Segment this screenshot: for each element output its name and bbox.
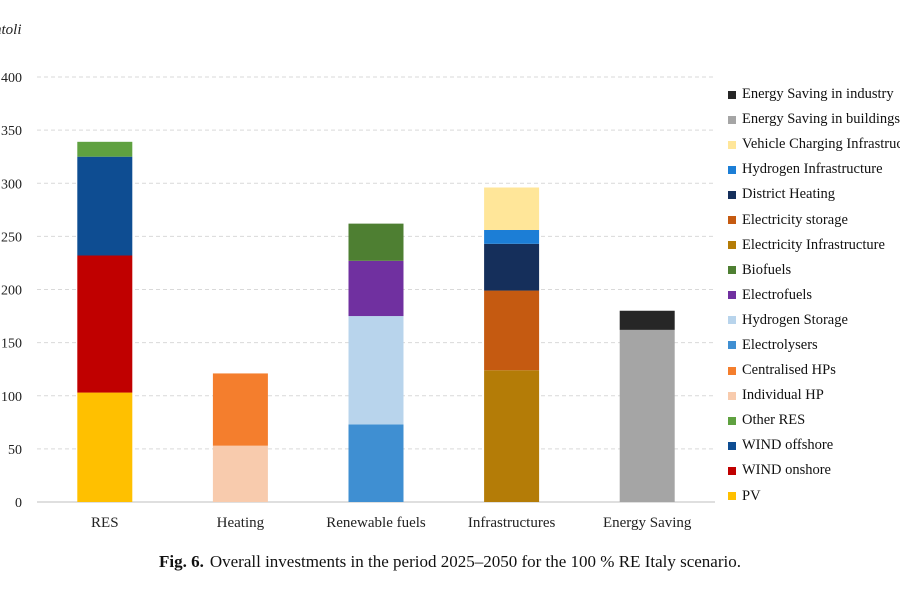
- legend-item: WIND onshore: [728, 458, 900, 483]
- legend-item: Electricity Infrastructure: [728, 233, 900, 258]
- y-axis-unit-label: ntoli: [0, 22, 22, 38]
- legend-swatch: [728, 216, 736, 225]
- legend-label: Energy Saving in buildings: [742, 111, 900, 128]
- legend-swatch: [728, 165, 736, 174]
- y-axis-ticks: 0 50 100 150 200 250 300 350 400: [1, 71, 22, 511]
- x-tick-label: Heating: [217, 515, 265, 531]
- y-tick-label: 50: [8, 443, 22, 458]
- legend-label: District Heating: [742, 186, 836, 203]
- bar-segment-other-res: [77, 141, 133, 157]
- bar-segment-district-heating: [484, 243, 540, 291]
- bar-segment-hydrogen-infrastructure: [484, 230, 540, 244]
- figure-caption: Fig. 6. Overall investments in the period…: [0, 552, 900, 572]
- legend-label: Electricity storage: [742, 211, 848, 228]
- y-tick-label: 400: [1, 71, 22, 86]
- legend-item: Hydrogen Storage: [728, 308, 900, 333]
- x-axis-ticks: RES Heating Renewable fuels Infrastructures…: [91, 515, 692, 531]
- legend-swatch: [728, 291, 736, 300]
- legend-label: Other RES: [742, 412, 806, 429]
- legend-item: Electricity storage: [728, 207, 900, 232]
- legend-swatch: [728, 115, 736, 124]
- legend-label: Electrolysers: [742, 336, 818, 353]
- legend-swatch: [728, 366, 736, 375]
- bar-segment-hydrogen-storage: [348, 316, 404, 425]
- legend-item: WIND offshore: [728, 433, 900, 458]
- y-tick-label: 100: [1, 390, 22, 405]
- y-tick-label: 250: [1, 230, 22, 245]
- y-tick-label: 350: [1, 124, 22, 139]
- legend-swatch: [728, 90, 736, 99]
- y-tick-label: 150: [1, 337, 22, 352]
- legend-item: Biofuels: [728, 258, 900, 283]
- legend-item: Energy Saving in buildings: [728, 107, 900, 132]
- bar-segment-electrofuels: [348, 260, 404, 317]
- x-tick-label: Infrastructures: [468, 515, 556, 531]
- bar-segment-centralised-hps: [212, 373, 268, 446]
- legend-item: Centralised HPs: [728, 358, 900, 383]
- legend-item: Electrofuels: [728, 283, 900, 308]
- bar-segment-electricity-storage: [484, 290, 540, 371]
- bar-segment-energy-saving-in-industry: [619, 310, 675, 330]
- legend-swatch: [728, 316, 736, 325]
- legend-label: WIND offshore: [742, 437, 834, 454]
- legend-label: Electrofuels: [742, 286, 813, 303]
- x-tick-label: Energy Saving: [603, 515, 692, 531]
- legend-label: Individual HP: [742, 387, 824, 404]
- legend-label: PV: [742, 487, 761, 504]
- legend-item: Vehicle Charging Infrastructure: [728, 132, 900, 157]
- y-tick-label: 0: [15, 496, 22, 511]
- bar-segment-biofuels: [348, 223, 404, 261]
- legend-label: Vehicle Charging Infrastructure: [742, 136, 900, 153]
- legend-swatch: [728, 441, 736, 450]
- bar-segment-vehicle-charging-infrastructure: [484, 187, 540, 230]
- legend-swatch: [728, 241, 736, 250]
- legend-swatch: [728, 391, 736, 400]
- legend: Energy Saving in industry Energy Saving i…: [728, 82, 900, 509]
- legend-item: Electrolysers: [728, 333, 900, 358]
- bar-segment-electricity-infrastructure: [484, 370, 540, 502]
- legend-item: Other RES: [728, 408, 900, 433]
- legend-item: PV: [728, 484, 900, 509]
- bar-segment-wind-onshore: [77, 255, 133, 393]
- legend-item: Energy Saving in industry: [728, 82, 900, 107]
- x-tick-label: RES: [91, 515, 119, 531]
- legend-label: Hydrogen Storage: [742, 311, 848, 328]
- x-tick-label: Renewable fuels: [326, 515, 426, 531]
- y-tick-label: 200: [1, 284, 22, 299]
- caption-label: Fig. 6.: [159, 552, 204, 571]
- legend-swatch: [728, 341, 736, 350]
- legend-item: Individual HP: [728, 383, 900, 408]
- legend-label: Centralised HPs: [742, 362, 836, 379]
- bar-segment-energy-saving-in-buildings: [619, 329, 675, 502]
- legend-swatch: [728, 140, 736, 149]
- legend-swatch: [728, 416, 736, 425]
- legend-item: District Heating: [728, 182, 900, 207]
- legend-item: Hydrogen Infrastructure: [728, 157, 900, 182]
- bar-segment-pv: [77, 392, 133, 502]
- legend-label: Energy Saving in industry: [742, 86, 894, 103]
- legend-label: Biofuels: [742, 261, 792, 278]
- legend-swatch: [728, 266, 736, 275]
- legend-label: WIND onshore: [742, 462, 831, 479]
- bar-segment-wind-offshore: [77, 156, 133, 256]
- bars: [77, 141, 675, 502]
- bar-segment-individual-hp: [212, 445, 268, 502]
- legend-label: Electricity Infrastructure: [742, 236, 885, 253]
- bar-segment-electrolysers: [348, 424, 404, 502]
- legend-swatch: [728, 466, 736, 475]
- legend-swatch: [728, 492, 736, 501]
- caption-text: Overall investments in the period 2025–2…: [209, 552, 741, 571]
- legend-label: Hydrogen Infrastructure: [742, 161, 883, 178]
- y-tick-label: 300: [1, 177, 22, 192]
- legend-swatch: [728, 190, 736, 199]
